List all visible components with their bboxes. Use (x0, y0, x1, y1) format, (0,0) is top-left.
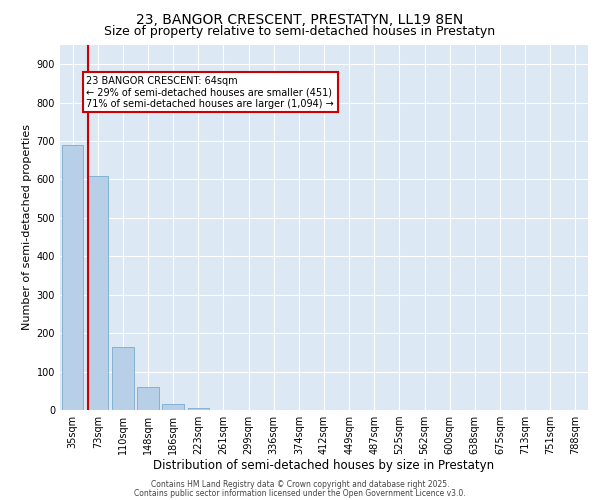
Bar (62, 145, 83, 410)
Text: 23, BANGOR CRESCENT, PRESTATYN, LL19 8EN: 23, BANGOR CRESCENT, PRESTATYN, LL19 8EN (136, 12, 464, 26)
Bar (87, 176, 109, 410)
Text: Contains public sector information licensed under the Open Government Licence v3: Contains public sector information licen… (134, 489, 466, 498)
Text: Size of property relative to semi-detached houses in Prestatyn: Size of property relative to semi-detach… (104, 25, 496, 38)
Bar (112, 346, 134, 410)
Text: 23 BANGOR CRESCENT: 64sqm
← 29% of semi-detached houses are smaller (451)
71% of: 23 BANGOR CRESCENT: 64sqm ← 29% of semi-… (86, 76, 334, 109)
Bar (137, 387, 158, 410)
Y-axis label: Number of semi-detached properties: Number of semi-detached properties (22, 124, 32, 330)
X-axis label: Distribution of semi-detached houses by size in Prestatyn: Distribution of semi-detached houses by … (154, 458, 494, 471)
Bar (188, 408, 209, 410)
Text: Contains HM Land Registry data © Crown copyright and database right 2025.: Contains HM Land Registry data © Crown c… (151, 480, 449, 489)
Bar (163, 404, 184, 410)
